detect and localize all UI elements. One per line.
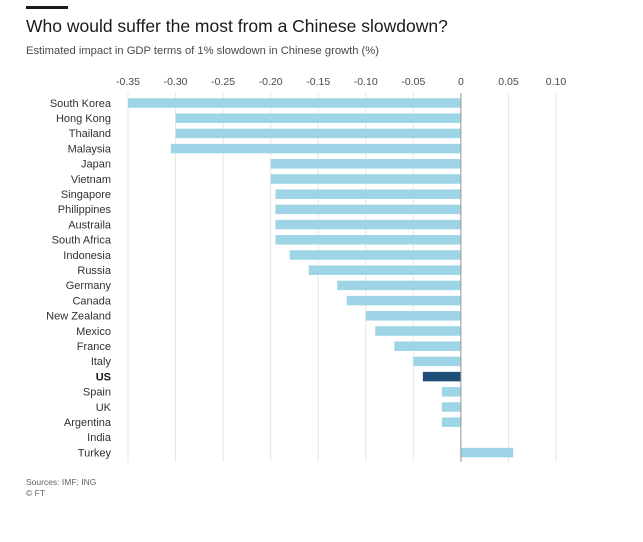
category-label: Spain: [83, 387, 111, 399]
bar-indonesia: [289, 250, 461, 260]
bar-russia: [308, 265, 461, 275]
bar-austraila: [275, 219, 461, 230]
x-tick-label: -0.25: [211, 76, 235, 88]
category-label: Mexico: [76, 326, 111, 338]
ft-top-rule: [26, 6, 68, 9]
bar-philippines: [275, 204, 461, 215]
x-tick-label: -0.15: [306, 76, 330, 88]
sources-text: Sources: IMF; ING: [26, 477, 97, 487]
category-label: Russia: [77, 265, 112, 277]
category-label: Thailand: [69, 128, 111, 140]
bar-south-korea: [128, 98, 461, 108]
category-label: Germany: [66, 280, 112, 292]
x-tick-label: -0.35: [116, 76, 140, 88]
bar-canada: [346, 295, 461, 306]
bar-thailand: [175, 128, 461, 139]
bar-singapore: [275, 189, 461, 199]
x-tick-label: 0.10: [546, 76, 567, 88]
x-tick-label: 0.05: [498, 76, 519, 88]
bar-hong-kong: [175, 113, 461, 123]
bar-uk: [441, 402, 461, 412]
category-label: South Africa: [52, 235, 112, 247]
category-label: US: [96, 371, 111, 383]
chart-title: Who would suffer the most from a Chinese…: [26, 16, 448, 36]
category-label: Turkey: [78, 447, 112, 459]
category-label: Canada: [72, 295, 111, 307]
category-label: Malaysia: [68, 143, 112, 155]
chart-source: Sources: IMF; ING © FT: [26, 477, 96, 499]
category-label: Vietnam: [71, 174, 111, 186]
category-label: Indonesia: [63, 250, 112, 262]
x-axis-ticks: -0.35 -0.30 -0.25 -0.20 -0.15 -0.10 -0.05 0 0.05…: [116, 76, 566, 88]
bar-france: [394, 341, 461, 351]
bar-italy: [413, 356, 461, 367]
category-label: Philippines: [58, 204, 112, 216]
category-label: Argentina: [64, 417, 112, 429]
category-label: India: [87, 432, 112, 444]
bars: [128, 98, 514, 458]
category-label: Hong Kong: [56, 113, 111, 125]
credit-text: © FT: [26, 488, 46, 498]
x-tick-label: -0.20: [259, 76, 283, 88]
category-label: South Korea: [50, 98, 112, 110]
x-tick-label: -0.05: [401, 76, 425, 88]
bar-turkey: [460, 447, 514, 458]
x-tick-label: 0: [458, 76, 464, 88]
bar-south-africa: [275, 235, 461, 245]
bar-vietnam: [270, 174, 461, 184]
category-label: France: [77, 341, 111, 353]
bar-japan: [270, 159, 461, 169]
category-label: Singapore: [61, 189, 111, 201]
chart-subtitle: Estimated impact in GDP terms of 1% slow…: [26, 45, 379, 57]
category-label: Japan: [81, 159, 111, 171]
bar-malaysia: [170, 143, 461, 154]
category-label: New Zealand: [46, 311, 111, 323]
bar-chart: -0.35 -0.30 -0.25 -0.20 -0.15 -0.10 -0.05 0 0.05…: [46, 76, 566, 462]
bar-new-zealand: [365, 311, 461, 321]
bar-us: [422, 371, 461, 382]
bar-argentina: [441, 417, 461, 427]
x-tick-label: -0.10: [354, 76, 378, 88]
bar-mexico: [375, 326, 461, 336]
x-tick-label: -0.30: [164, 76, 188, 88]
bar-germany: [337, 280, 461, 291]
category-labels: South Korea Hong Kong Thailand Malaysia Japa…: [46, 98, 112, 460]
bar-spain: [441, 387, 461, 397]
category-label: Italy: [91, 356, 112, 368]
category-label: Austraila: [68, 219, 112, 231]
category-label: UK: [96, 402, 112, 414]
